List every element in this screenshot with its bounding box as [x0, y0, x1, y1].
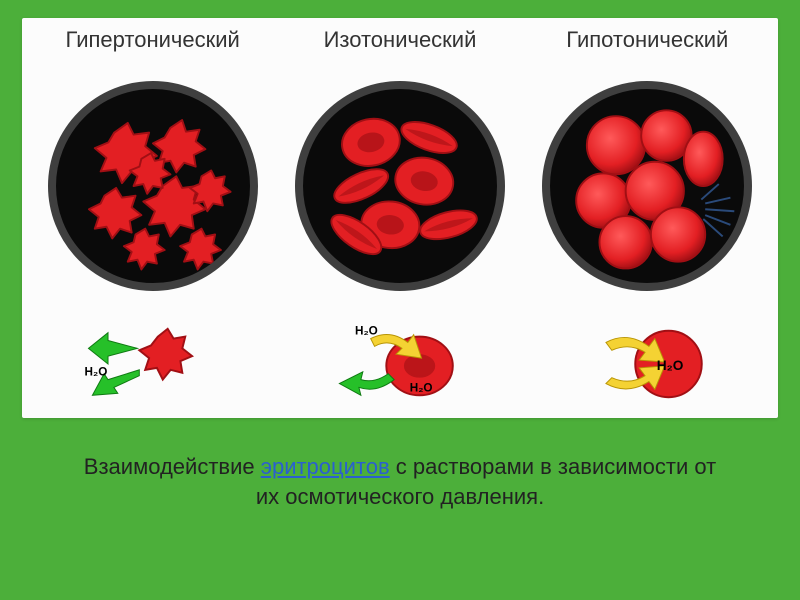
petri-iso	[295, 81, 505, 291]
schematic-iso-svg: H₂O H₂O	[310, 319, 490, 407]
cells-iso-svg	[303, 89, 497, 283]
h2o-label: H₂O	[84, 366, 107, 379]
petri-iso-wrap	[287, 81, 512, 291]
schematic-hyper-svg: H₂O	[63, 319, 243, 407]
petri-hyper-wrap	[40, 81, 265, 291]
figure-panel: Гипертонический Изотонический Гипотониче…	[22, 18, 778, 418]
h2o-label: H₂O	[355, 325, 378, 338]
col-title-iso: Изотонический	[287, 27, 512, 53]
h2o-label-inside: H₂O	[657, 358, 684, 373]
petri-hypo	[542, 81, 752, 291]
lysis-burst-icon	[702, 184, 735, 236]
h2o-label-inside: H₂O	[410, 381, 433, 394]
slide-root: Гипертонический Изотонический Гипотониче…	[0, 0, 800, 600]
caption-prefix: Взаимодействие	[84, 454, 261, 479]
arrow-out-icon	[339, 372, 394, 395]
schematic-hypo-svg: H₂O	[557, 319, 737, 407]
petri-hypo-wrap	[535, 81, 760, 291]
schematic-hypo: H₂O	[535, 319, 760, 407]
cells-hypo-svg	[550, 89, 744, 283]
caption-link[interactable]: эритроцитов	[261, 454, 390, 479]
col-title-hyper: Гипертонический	[40, 27, 265, 53]
schematic-hyper: H₂O	[40, 319, 265, 407]
col-title-hypo: Гипотонический	[535, 27, 760, 53]
cells-hyper-svg	[56, 89, 250, 283]
arrow-out-icon	[88, 333, 139, 396]
schematic-iso: H₂O H₂O	[287, 319, 512, 407]
petri-hyper	[48, 81, 258, 291]
caption-text: Взаимодействие эритроцитов с растворами …	[80, 452, 720, 511]
